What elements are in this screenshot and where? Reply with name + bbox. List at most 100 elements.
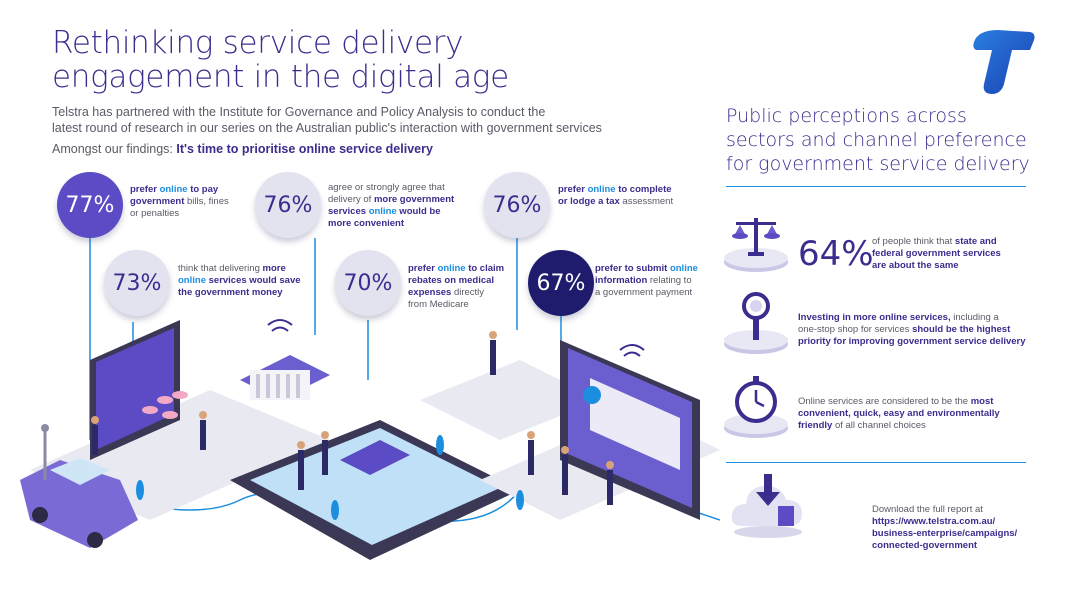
stat-line: services online would be — [328, 206, 454, 218]
stat-circle-73: 73% — [104, 250, 170, 316]
download-link[interactable]: https://www.telstra.com.au/ — [872, 516, 996, 527]
stat-text-77: prefer online to pay government bills, f… — [130, 184, 229, 220]
stat-fragment: online — [669, 263, 698, 274]
stat-fragment: online — [587, 184, 616, 195]
perception-text-2: Investing in more online services, inclu… — [798, 312, 1026, 348]
perceptions-title-line: Public perceptions across — [726, 105, 967, 127]
cloud-download-icon[interactable] — [728, 470, 808, 540]
stat-fragment: information — [595, 275, 648, 286]
stat-line: more convenient — [328, 218, 405, 229]
perception-line: priority for improving government servic… — [798, 336, 1026, 347]
perception-fragment: of all channel choices — [832, 420, 926, 431]
stat-line: or lodge a tax assessment — [558, 196, 673, 208]
download-label: Download the full report at — [872, 504, 983, 515]
stat-fragment: prefer — [408, 263, 438, 274]
title-line: Rethinking service delivery — [52, 25, 464, 61]
stat-fragment: or lodge a tax — [558, 196, 620, 207]
perception-fragment: Online services are considered to be the — [798, 396, 971, 407]
stat-text-76-tax: prefer online to complete or lodge a tax… — [558, 184, 673, 208]
perception-line: one-stop shop for services should be the… — [798, 324, 1026, 336]
stat-fragment: to claim — [465, 263, 505, 274]
divider — [726, 462, 1026, 463]
stat-fragment: delivery of — [328, 194, 374, 205]
magnifier-icon — [724, 292, 788, 354]
stat-fragment: expenses — [408, 287, 452, 298]
stat-text-67: prefer to submit online information rela… — [595, 263, 698, 299]
perception-line: Investing in more online services, inclu… — [798, 312, 1026, 324]
stat-fragment: more — [262, 263, 286, 274]
stat-fragment: online — [437, 263, 466, 274]
stat-circle-76-tax: 76% — [484, 172, 550, 238]
stat-line: prefer to submit online — [595, 263, 698, 275]
stat-line: online services would save — [178, 275, 301, 287]
stat-line: prefer online to complete — [558, 184, 673, 196]
stat-fragment: relating to — [647, 275, 692, 286]
perception-line: are about the same — [872, 260, 959, 271]
scales-icon — [724, 218, 788, 272]
stat-fragment: think that delivering — [178, 263, 263, 274]
perception-line: federal government services — [872, 248, 1001, 259]
divider — [726, 186, 1026, 187]
perception-text-3: Online services are considered to be the… — [798, 396, 1000, 432]
stat-fragment: online — [159, 184, 188, 195]
stat-fragment: government — [130, 196, 185, 207]
stat-fragment: online — [178, 275, 206, 286]
download-link[interactable]: connected-government — [872, 540, 978, 551]
perception-fragment: including a — [950, 312, 999, 323]
perception-line: friendly of all channel choices — [798, 420, 1000, 432]
stat-circle-70: 70% — [335, 250, 401, 316]
stat-circle-77: 77% — [57, 172, 123, 238]
stat-line: the government money — [178, 287, 283, 298]
stat-fragment: online — [368, 206, 397, 217]
stat-value: 73% — [112, 270, 162, 296]
stat-line: expenses directly — [408, 287, 504, 299]
stat-line: prefer online to claim — [408, 263, 504, 275]
page-title: Rethinking service delivery engagement i… — [52, 26, 509, 94]
stat-line: a government payment — [595, 287, 693, 298]
perception-fragment: state and — [954, 236, 997, 247]
stopwatch-icon — [724, 376, 788, 438]
stat-value: 76% — [492, 192, 542, 218]
perception-line: Online services are considered to be the… — [798, 396, 1000, 408]
stat-text-70: prefer online to claim rebates on medica… — [408, 263, 504, 311]
stat-value: 76% — [263, 192, 313, 218]
perception-line: convenient, quick, easy and environmenta… — [798, 408, 1000, 419]
perception-percent: 64% — [798, 234, 874, 274]
stat-line: information relating to — [595, 275, 698, 287]
stat-fragment: services would save — [205, 275, 301, 286]
stat-line: prefer online to pay — [130, 184, 229, 196]
intro-line: latest round of research in our series o… — [52, 121, 602, 135]
stat-line: or penalties — [130, 208, 180, 219]
download-block: Download the full report at https://www.… — [872, 504, 1017, 552]
perception-fragment: Investing in more online services, — [798, 312, 951, 323]
perception-fragment: one-stop shop for services — [798, 324, 913, 335]
city-illustration — [20, 238, 720, 560]
perception-fragment: should be the highest — [912, 324, 1011, 335]
stat-fragment: services — [328, 206, 369, 217]
stat-value: 70% — [343, 270, 393, 296]
stat-text-73: think that delivering more online servic… — [178, 263, 301, 299]
stat-fragment: bills, fines — [184, 196, 229, 207]
download-link[interactable]: business-enterprise/campaigns/ — [872, 528, 1018, 539]
perceptions-title-line: for government service delivery — [726, 153, 1030, 175]
stat-fragment: more government — [373, 194, 455, 205]
stat-fragment: directly — [451, 287, 485, 298]
stat-fragment: to pay — [187, 184, 219, 195]
stat-line: rebates on medical — [408, 275, 495, 286]
title-line: engagement in the digital age — [52, 59, 509, 95]
stat-value: 77% — [65, 192, 115, 218]
perception-fragment: most — [970, 396, 994, 407]
stat-value: 67% — [536, 270, 586, 296]
stat-line: delivery of more government — [328, 194, 454, 206]
findings-heading: Amongst our findings: It's time to prior… — [52, 142, 433, 156]
stat-fragment: assessment — [619, 196, 674, 207]
perceptions-title-line: sectors and channel preference — [726, 129, 1027, 151]
findings-highlight: It's time to prioritise online service d… — [176, 142, 433, 156]
perception-text-1: of people think that state and federal g… — [872, 236, 1001, 272]
stat-line: agree or strongly agree that — [328, 182, 445, 193]
perception-fragment: friendly — [798, 420, 833, 431]
stat-fragment: to complete — [615, 184, 672, 195]
telstra-logo-icon — [973, 30, 1035, 94]
stat-fragment: prefer to submit — [595, 263, 670, 274]
findings-prefix: Amongst our findings: — [52, 142, 177, 156]
